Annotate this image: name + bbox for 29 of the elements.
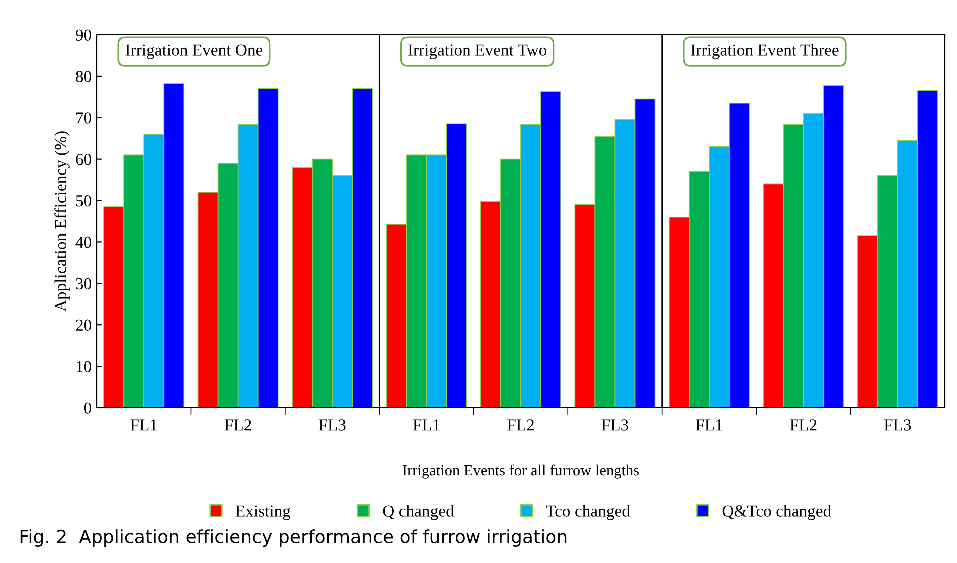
x-tick-label: FL2 — [508, 420, 534, 431]
y-tick-label: 70 — [76, 112, 92, 124]
y-tick-label: 60 — [76, 154, 92, 166]
x-tick-label: FL2 — [790, 420, 817, 431]
x-tick-label: FL1 — [696, 420, 722, 431]
text: Fig. 2 Application efficiency performance of furrow irrigation — [20, 530, 567, 548]
legend-label: Existing — [236, 506, 291, 520]
y-tick-label: 30 — [76, 278, 92, 290]
y-tick-label: 80 — [76, 71, 92, 82]
y-tick-label: 0 — [84, 402, 92, 414]
legend-label: Q changed — [383, 505, 454, 520]
x-axis-title: Irrigation Events for all furrow lengths — [402, 464, 640, 479]
y-tick-label: 10 — [76, 361, 92, 372]
y-tick-label: 50 — [76, 195, 92, 207]
legend-label: Q&Tco changed — [722, 505, 832, 520]
annotation: Irrigation Event Three — [691, 44, 839, 60]
legend-label: Tco changed — [546, 505, 630, 520]
x-tick-label: FL2 — [224, 420, 252, 431]
y-axis-title: Application Efficiency (%) — [54, 132, 70, 312]
annotation: Irrigation Event One — [126, 44, 263, 60]
y-tick-label: 40 — [76, 236, 92, 248]
x-tick-label: FL3 — [602, 420, 628, 431]
y-tick-label: 90 — [76, 30, 92, 41]
x-tick-label: FL3 — [319, 420, 346, 431]
annotation: Irrigation Event Two — [408, 44, 547, 60]
x-tick-label: FL1 — [130, 420, 158, 431]
x-tick-label: FL1 — [413, 420, 440, 431]
y-tick-label: 20 — [76, 320, 92, 332]
x-tick-label: FL3 — [884, 420, 912, 431]
